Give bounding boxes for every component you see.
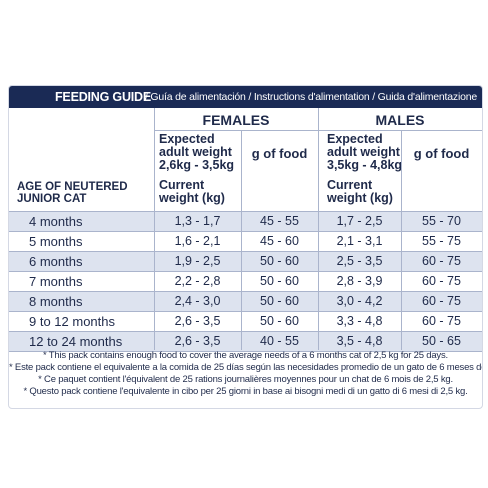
row-divider <box>9 311 482 312</box>
table-row: 9 to 12 months 2,6 - 3,5 50 - 60 3,3 - 4,8 6… <box>9 311 482 331</box>
feeding-guide-banner: FEEDING GUIDE / Guía de alimentación / I… <box>9 86 482 108</box>
column-divider <box>318 108 319 350</box>
males-weight-cell: 2,8 - 3,9 <box>336 274 383 288</box>
table-row: 7 months 2,2 - 2,8 50 - 60 2,8 - 3,9 60 - 75 <box>9 271 482 291</box>
table-row: 5 months 1,6 - 2,1 45 - 60 2,1 - 3,1 55 - 75 <box>9 231 482 251</box>
banner-subtitle: / Guía de alimentación / Instructions d'… <box>145 91 478 103</box>
row-divider <box>9 211 482 212</box>
females-weight-cell: 1,3 - 1,7 <box>174 214 221 228</box>
row-divider <box>9 271 482 272</box>
row-divider <box>9 231 482 232</box>
males-food-cell: 55 - 75 <box>422 234 461 248</box>
females-weight-cell: 1,9 - 2,5 <box>174 254 221 268</box>
age-cell: 7 months <box>29 274 83 289</box>
table-row: 4 months 1,3 - 1,7 45 - 55 1,7 - 2,5 55 - 70 <box>9 211 482 231</box>
females-food-cell: 45 - 55 <box>260 214 299 228</box>
age-column-header: AGE OF NEUTERED JUNIOR CAT <box>17 181 128 205</box>
males-weight-cell: 3,3 - 4,8 <box>336 314 383 328</box>
males-weight-cell: 2,1 - 3,1 <box>336 234 383 248</box>
age-cell: 6 months <box>29 254 83 269</box>
age-cell: 4 months <box>29 214 83 229</box>
footnote-it: * Questo pack contiene l'equivalente in … <box>23 386 468 397</box>
females-food-cell: 50 - 60 <box>260 274 299 288</box>
age-cell: 9 to 12 months <box>29 314 115 329</box>
males-current-weight: Current weight (kg) <box>327 178 393 205</box>
males-weight-cell: 2,5 - 3,5 <box>336 254 383 268</box>
males-header: MALES <box>375 112 425 128</box>
column-divider <box>401 130 402 350</box>
females-food-cell: 45 - 60 <box>260 234 299 248</box>
females-food-cell: 50 - 60 <box>260 294 299 308</box>
age-cell: 12 to 24 months <box>29 334 123 349</box>
males-weight-cell: 1,7 - 2,5 <box>336 214 383 228</box>
banner-title: FEEDING GUIDE <box>55 90 152 104</box>
males-weight-cell: 3,5 - 4,8 <box>336 334 383 348</box>
row-divider <box>9 291 482 292</box>
age-cell: 8 months <box>29 294 83 309</box>
females-weight-cell: 2,6 - 3,5 <box>174 314 221 328</box>
males-food-cell: 60 - 75 <box>422 274 461 288</box>
females-food-cell: 50 - 60 <box>260 314 299 328</box>
males-weight-cell: 3,0 - 4,2 <box>336 294 383 308</box>
table-row: 8 months 2,4 - 3,0 50 - 60 3,0 - 4,2 60 - 75 <box>9 291 482 311</box>
males-expected-weight: Expected adult weight 3,5kg - 4,8kg <box>327 132 403 172</box>
footnote-en: * This pack contains enough food to cove… <box>43 350 448 361</box>
females-weight-cell: 2,6 - 3,5 <box>174 334 221 348</box>
males-food-cell: 55 - 70 <box>422 214 461 228</box>
column-divider <box>154 108 155 350</box>
row-divider <box>9 251 482 252</box>
males-g-of-food: g of food <box>413 146 470 161</box>
females-food-cell: 40 - 55 <box>260 334 299 348</box>
males-food-cell: 60 - 75 <box>422 294 461 308</box>
females-g-of-food: g of food <box>251 146 308 161</box>
feeding-guide-panel: FEEDING GUIDE / Guía de alimentación / I… <box>8 85 483 409</box>
table-row: 6 months 1,9 - 2,5 50 - 60 2,5 - 3,5 60 - 75 <box>9 251 482 271</box>
footnotes: * This pack contains enough food to cove… <box>9 350 482 398</box>
females-weight-cell: 1,6 - 2,1 <box>174 234 221 248</box>
females-header: FEMALES <box>202 112 270 128</box>
footnote-fr: * Ce paquet contient l'équivalent de 25 … <box>38 374 453 385</box>
females-weight-cell: 2,4 - 3,0 <box>174 294 221 308</box>
age-cell: 5 months <box>29 234 83 249</box>
males-food-cell: 60 - 75 <box>422 254 461 268</box>
row-divider <box>9 331 482 332</box>
females-food-cell: 50 - 60 <box>260 254 299 268</box>
males-food-cell: 50 - 65 <box>422 334 461 348</box>
table-row: 12 to 24 months 2,6 - 3,5 40 - 55 3,5 - 4,8… <box>9 331 482 351</box>
row-divider <box>9 351 482 352</box>
males-food-cell: 60 - 75 <box>422 314 461 328</box>
females-expected-weight: Expected adult weight 2,6kg - 3,5kg <box>159 132 235 172</box>
females-weight-cell: 2,2 - 2,8 <box>174 274 221 288</box>
column-divider <box>241 130 242 350</box>
females-current-weight: Current weight (kg) <box>159 178 225 205</box>
footnote-es: * Este pack contiene el equivalente a la… <box>9 362 483 373</box>
